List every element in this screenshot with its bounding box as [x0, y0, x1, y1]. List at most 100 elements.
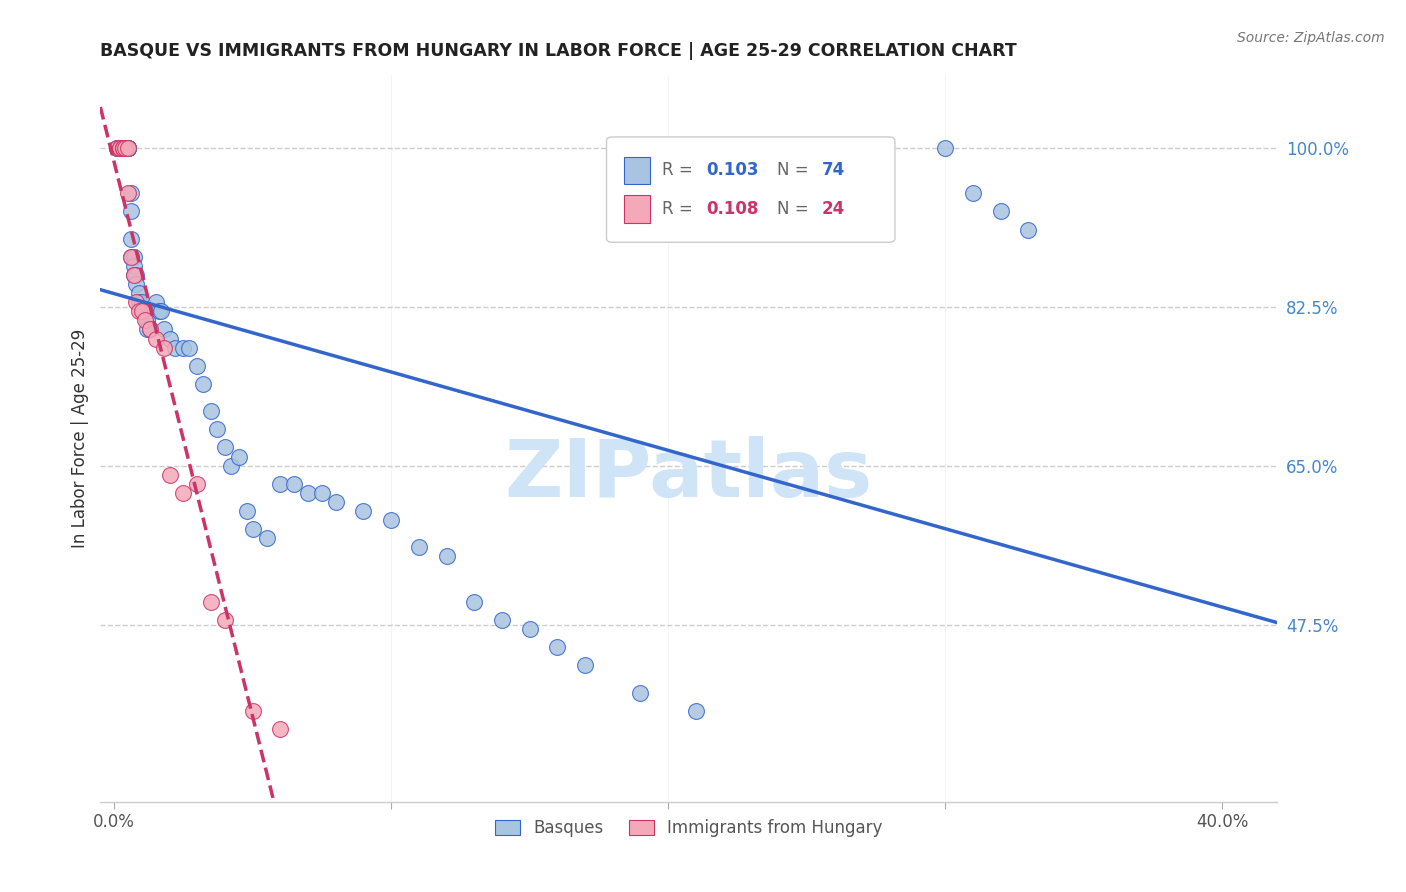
Point — [685, 704, 707, 718]
Point — [120, 186, 142, 201]
Text: N =: N = — [778, 161, 814, 179]
Point — [177, 341, 200, 355]
Point — [186, 476, 208, 491]
Point — [200, 404, 222, 418]
Point — [117, 141, 139, 155]
Point — [117, 141, 139, 155]
Point — [150, 304, 173, 318]
Point — [186, 359, 208, 373]
Point — [491, 613, 513, 627]
Point — [128, 295, 150, 310]
Point — [256, 531, 278, 545]
Point — [117, 141, 139, 155]
Point — [111, 141, 134, 155]
Point — [111, 141, 134, 155]
Point — [380, 513, 402, 527]
Point — [159, 331, 181, 345]
Point — [145, 295, 167, 310]
Point — [205, 422, 228, 436]
Text: 74: 74 — [823, 161, 845, 179]
Point — [353, 504, 375, 518]
Point — [114, 141, 136, 155]
Point — [214, 613, 236, 627]
Point — [134, 304, 156, 318]
Point — [172, 341, 194, 355]
Point — [114, 141, 136, 155]
Point — [962, 186, 984, 201]
Point — [228, 450, 250, 464]
Point — [114, 141, 136, 155]
Point — [122, 268, 145, 282]
Point — [436, 549, 458, 564]
Point — [114, 141, 136, 155]
Point — [117, 141, 139, 155]
Text: N =: N = — [778, 200, 814, 218]
Point — [120, 204, 142, 219]
Point — [120, 250, 142, 264]
Point — [546, 640, 568, 655]
Point — [136, 322, 159, 336]
Point — [297, 486, 319, 500]
Text: R =: R = — [662, 200, 697, 218]
Point — [125, 277, 148, 291]
Point — [128, 304, 150, 318]
Point — [105, 141, 128, 155]
Point — [139, 322, 162, 336]
Point — [111, 141, 134, 155]
Point — [105, 141, 128, 155]
Point — [408, 541, 430, 555]
Point — [236, 504, 259, 518]
Point — [145, 331, 167, 345]
Point — [117, 141, 139, 155]
Point — [134, 304, 156, 318]
Text: BASQUE VS IMMIGRANTS FROM HUNGARY IN LABOR FORCE | AGE 25-29 CORRELATION CHART: BASQUE VS IMMIGRANTS FROM HUNGARY IN LAB… — [100, 42, 1017, 60]
Point — [125, 295, 148, 310]
Point — [191, 376, 214, 391]
Legend: Basques, Immigrants from Hungary: Basques, Immigrants from Hungary — [489, 813, 889, 844]
Point — [214, 441, 236, 455]
Point — [153, 341, 176, 355]
Point — [219, 458, 242, 473]
Point — [630, 685, 652, 699]
Point — [125, 268, 148, 282]
Point — [990, 204, 1012, 219]
Point — [134, 313, 156, 327]
Point — [108, 141, 131, 155]
Point — [111, 141, 134, 155]
Point — [111, 141, 134, 155]
Point — [325, 495, 347, 509]
Point — [148, 304, 170, 318]
Point — [117, 141, 139, 155]
FancyBboxPatch shape — [606, 137, 894, 243]
Point — [136, 313, 159, 327]
Point — [200, 595, 222, 609]
Point — [122, 250, 145, 264]
Y-axis label: In Labor Force | Age 25-29: In Labor Force | Age 25-29 — [72, 329, 89, 548]
Point — [131, 304, 153, 318]
Point — [120, 250, 142, 264]
Point — [111, 141, 134, 155]
Point — [122, 259, 145, 273]
Point — [159, 467, 181, 482]
Point — [269, 722, 291, 736]
Point — [1017, 222, 1039, 236]
Point — [117, 186, 139, 201]
Point — [128, 286, 150, 301]
Text: Source: ZipAtlas.com: Source: ZipAtlas.com — [1237, 31, 1385, 45]
Point — [165, 341, 187, 355]
Bar — [624, 195, 650, 223]
Point — [242, 704, 264, 718]
Point — [108, 141, 131, 155]
Point — [574, 658, 596, 673]
Text: 24: 24 — [823, 200, 845, 218]
Point — [131, 295, 153, 310]
Point — [122, 268, 145, 282]
Point — [108, 141, 131, 155]
Point — [934, 141, 956, 155]
Point — [242, 522, 264, 536]
Point — [108, 141, 131, 155]
Point — [269, 476, 291, 491]
Point — [108, 141, 131, 155]
Point — [114, 141, 136, 155]
Text: 0.103: 0.103 — [707, 161, 759, 179]
